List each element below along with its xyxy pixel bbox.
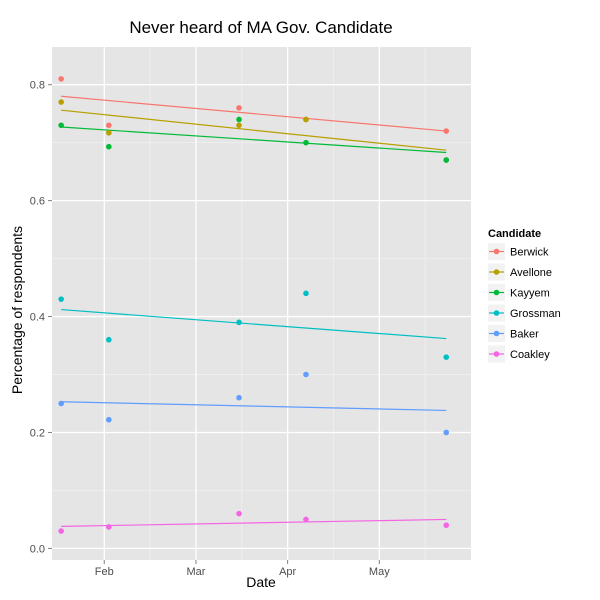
plot-panel xyxy=(52,47,471,560)
data-point-avellone xyxy=(106,129,112,136)
data-point-berwick xyxy=(443,128,450,134)
data-point-kayyem xyxy=(443,157,450,163)
x-tick-label: Mar xyxy=(186,566,205,578)
data-point-baker xyxy=(236,394,242,401)
x-axis-title: Date xyxy=(246,574,276,590)
y-tick-label: 0.6 xyxy=(30,196,45,208)
y-tick-label: 0.0 xyxy=(30,543,45,555)
data-point-grossman xyxy=(303,290,309,297)
y-tick-label: 0.4 xyxy=(30,312,45,324)
data-point-baker xyxy=(106,416,112,423)
data-point-coakley xyxy=(58,528,64,534)
legend-label-kayyem: Kayyem xyxy=(510,288,550,300)
data-point-coakley xyxy=(303,516,309,523)
data-point-avellone xyxy=(58,99,64,105)
data-point-coakley xyxy=(106,524,112,530)
data-point-kayyem xyxy=(236,116,242,123)
trend-line-berwick xyxy=(61,95,447,132)
trend-line-avellone xyxy=(61,109,447,151)
legend-label-grossman: Grossman xyxy=(510,308,561,320)
legend-key-point xyxy=(493,248,500,255)
data-point-grossman xyxy=(58,296,64,302)
data-point-berwick xyxy=(106,122,112,129)
legend-label-berwick: Berwick xyxy=(510,247,549,259)
data-point-kayyem xyxy=(303,139,309,146)
data-point-baker xyxy=(58,400,64,407)
data-point-grossman xyxy=(236,319,242,326)
y-tick-label: 0.8 xyxy=(30,80,45,92)
data-point-coakley xyxy=(443,522,450,529)
data-point-coakley xyxy=(236,510,242,517)
data-point-berwick xyxy=(58,76,64,82)
legend-key-point xyxy=(493,289,500,296)
data-point-kayyem xyxy=(58,122,64,129)
legend-key-point xyxy=(493,269,500,275)
data-point-grossman xyxy=(443,354,450,360)
trend-line-grossman xyxy=(61,308,447,340)
data-point-baker xyxy=(303,371,309,378)
y-axis-title: Percentage of respondents xyxy=(9,226,25,394)
data-point-avellone xyxy=(303,116,309,123)
data-point-avellone xyxy=(236,122,242,129)
data-point-baker xyxy=(443,429,450,436)
trend-line-coakley xyxy=(61,518,447,527)
data-point-kayyem xyxy=(106,143,112,150)
legend-key-point xyxy=(493,330,500,337)
data-point-grossman xyxy=(106,336,112,343)
trend-line-baker xyxy=(61,401,447,412)
legend-title: Candidate xyxy=(488,228,541,240)
x-tick-label: Apr xyxy=(279,566,296,578)
y-tick-label: 0.2 xyxy=(30,427,45,439)
x-tick-label: Feb xyxy=(95,566,114,578)
trend-line-kayyem xyxy=(61,126,447,154)
legend-label-avellone: Avellone xyxy=(510,267,552,279)
legend-key-point xyxy=(493,351,500,357)
data-point-berwick xyxy=(236,105,242,111)
legend-label-coakley: Coakley xyxy=(510,349,550,361)
legend-label-baker: Baker xyxy=(510,329,539,341)
legend-key-point xyxy=(493,310,500,316)
legend: Berwick Avellone Kayyem Grossman Baker Coakle… xyxy=(488,243,561,363)
x-tick-label: May xyxy=(369,566,390,578)
chart-title: Never heard of MA Gov. Candidate xyxy=(129,18,392,37)
